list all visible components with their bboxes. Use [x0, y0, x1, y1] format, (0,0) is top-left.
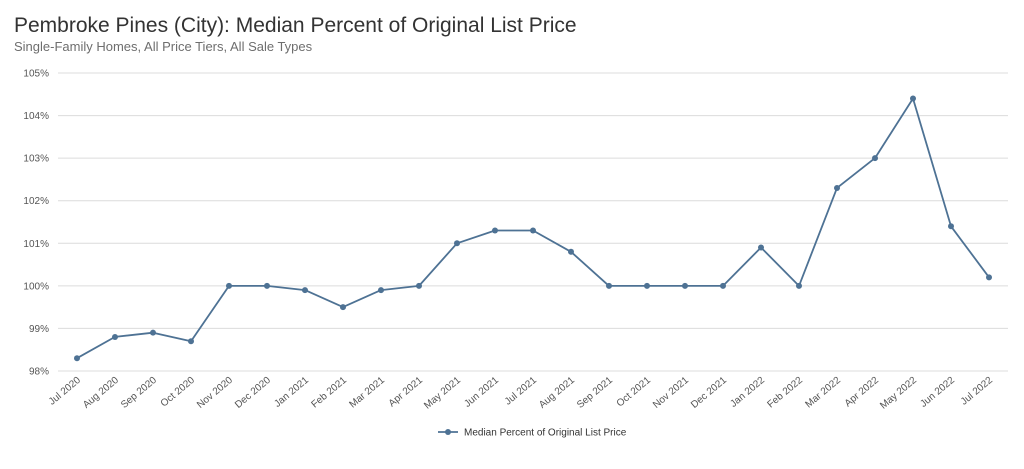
y-axis-ticks: 98% 99% 100% 101% 102% 103% 104% 105% [23, 69, 49, 378]
chart-title: Pembroke Pines (City): Median Percent of… [14, 14, 577, 37]
y-tick-label: 101% [23, 239, 49, 250]
y-tick-label: 105% [23, 69, 49, 80]
x-tick-label: Nov 2020 [195, 375, 235, 411]
data-point [530, 227, 536, 234]
x-tick-label: Jun 2022 [918, 375, 957, 410]
data-point [188, 338, 194, 345]
data-point [340, 304, 346, 311]
data-point [302, 287, 308, 294]
data-point [834, 184, 840, 191]
data-point [112, 333, 118, 340]
x-tick-label: Mar 2022 [803, 375, 843, 411]
data-point [378, 287, 384, 294]
data-point [226, 282, 232, 289]
x-tick-label: Feb 2022 [765, 375, 805, 411]
legend[interactable]: Median Percent of Original List Price [438, 428, 627, 439]
data-point [150, 329, 156, 336]
x-tick-label: Oct 2020 [159, 375, 197, 410]
data-point [796, 282, 802, 289]
x-tick-label: Apr 2022 [843, 375, 881, 410]
x-tick-label: Sep 2021 [575, 375, 615, 411]
x-tick-label: Mar 2021 [347, 375, 387, 411]
x-tick-label: Dec 2021 [689, 375, 729, 411]
x-tick-label: Sep 2020 [119, 375, 159, 411]
x-tick-label: Dec 2020 [233, 375, 273, 411]
data-point [644, 282, 650, 289]
data-point [948, 223, 954, 230]
x-tick-label: Jun 2021 [462, 375, 501, 410]
x-tick-label: Oct 2021 [615, 375, 653, 410]
data-point [682, 282, 688, 289]
y-tick-label: 102% [23, 196, 49, 207]
y-tick-label: 99% [29, 324, 49, 335]
x-tick-label: Jan 2021 [272, 375, 311, 410]
data-point [872, 155, 878, 162]
x-tick-label: Feb 2021 [309, 375, 349, 411]
data-point [758, 244, 764, 251]
x-tick-label: May 2022 [878, 375, 919, 412]
x-tick-label: Jan 2022 [728, 375, 767, 410]
data-point [74, 355, 80, 362]
x-tick-label: Jul 2022 [959, 375, 995, 408]
data-point [606, 282, 612, 289]
x-tick-label: Nov 2021 [651, 375, 691, 411]
gridlines [58, 72, 1008, 372]
x-tick-label: Aug 2020 [81, 375, 121, 411]
x-tick-label: Aug 2021 [537, 375, 577, 411]
data-point [986, 274, 992, 281]
data-point [264, 282, 270, 289]
series-points [74, 95, 992, 362]
legend-label: Median Percent of Original List Price [464, 428, 627, 439]
x-tick-label: Jul 2020 [47, 375, 83, 408]
y-tick-label: 104% [23, 111, 49, 122]
x-tick-label: Apr 2021 [387, 375, 425, 410]
data-point [910, 95, 916, 102]
data-point [416, 282, 422, 289]
data-point [492, 227, 498, 234]
x-tick-label: May 2021 [422, 375, 463, 412]
x-tick-label: Jul 2021 [503, 375, 539, 408]
data-point [454, 240, 460, 247]
data-point [568, 248, 574, 255]
y-tick-label: 103% [23, 154, 49, 165]
y-tick-label: 98% [29, 367, 49, 378]
y-tick-label: 100% [23, 281, 49, 292]
legend-marker [445, 429, 451, 435]
chart-subtitle: Single-Family Homes, All Price Tiers, Al… [14, 39, 313, 54]
data-point [720, 282, 726, 289]
